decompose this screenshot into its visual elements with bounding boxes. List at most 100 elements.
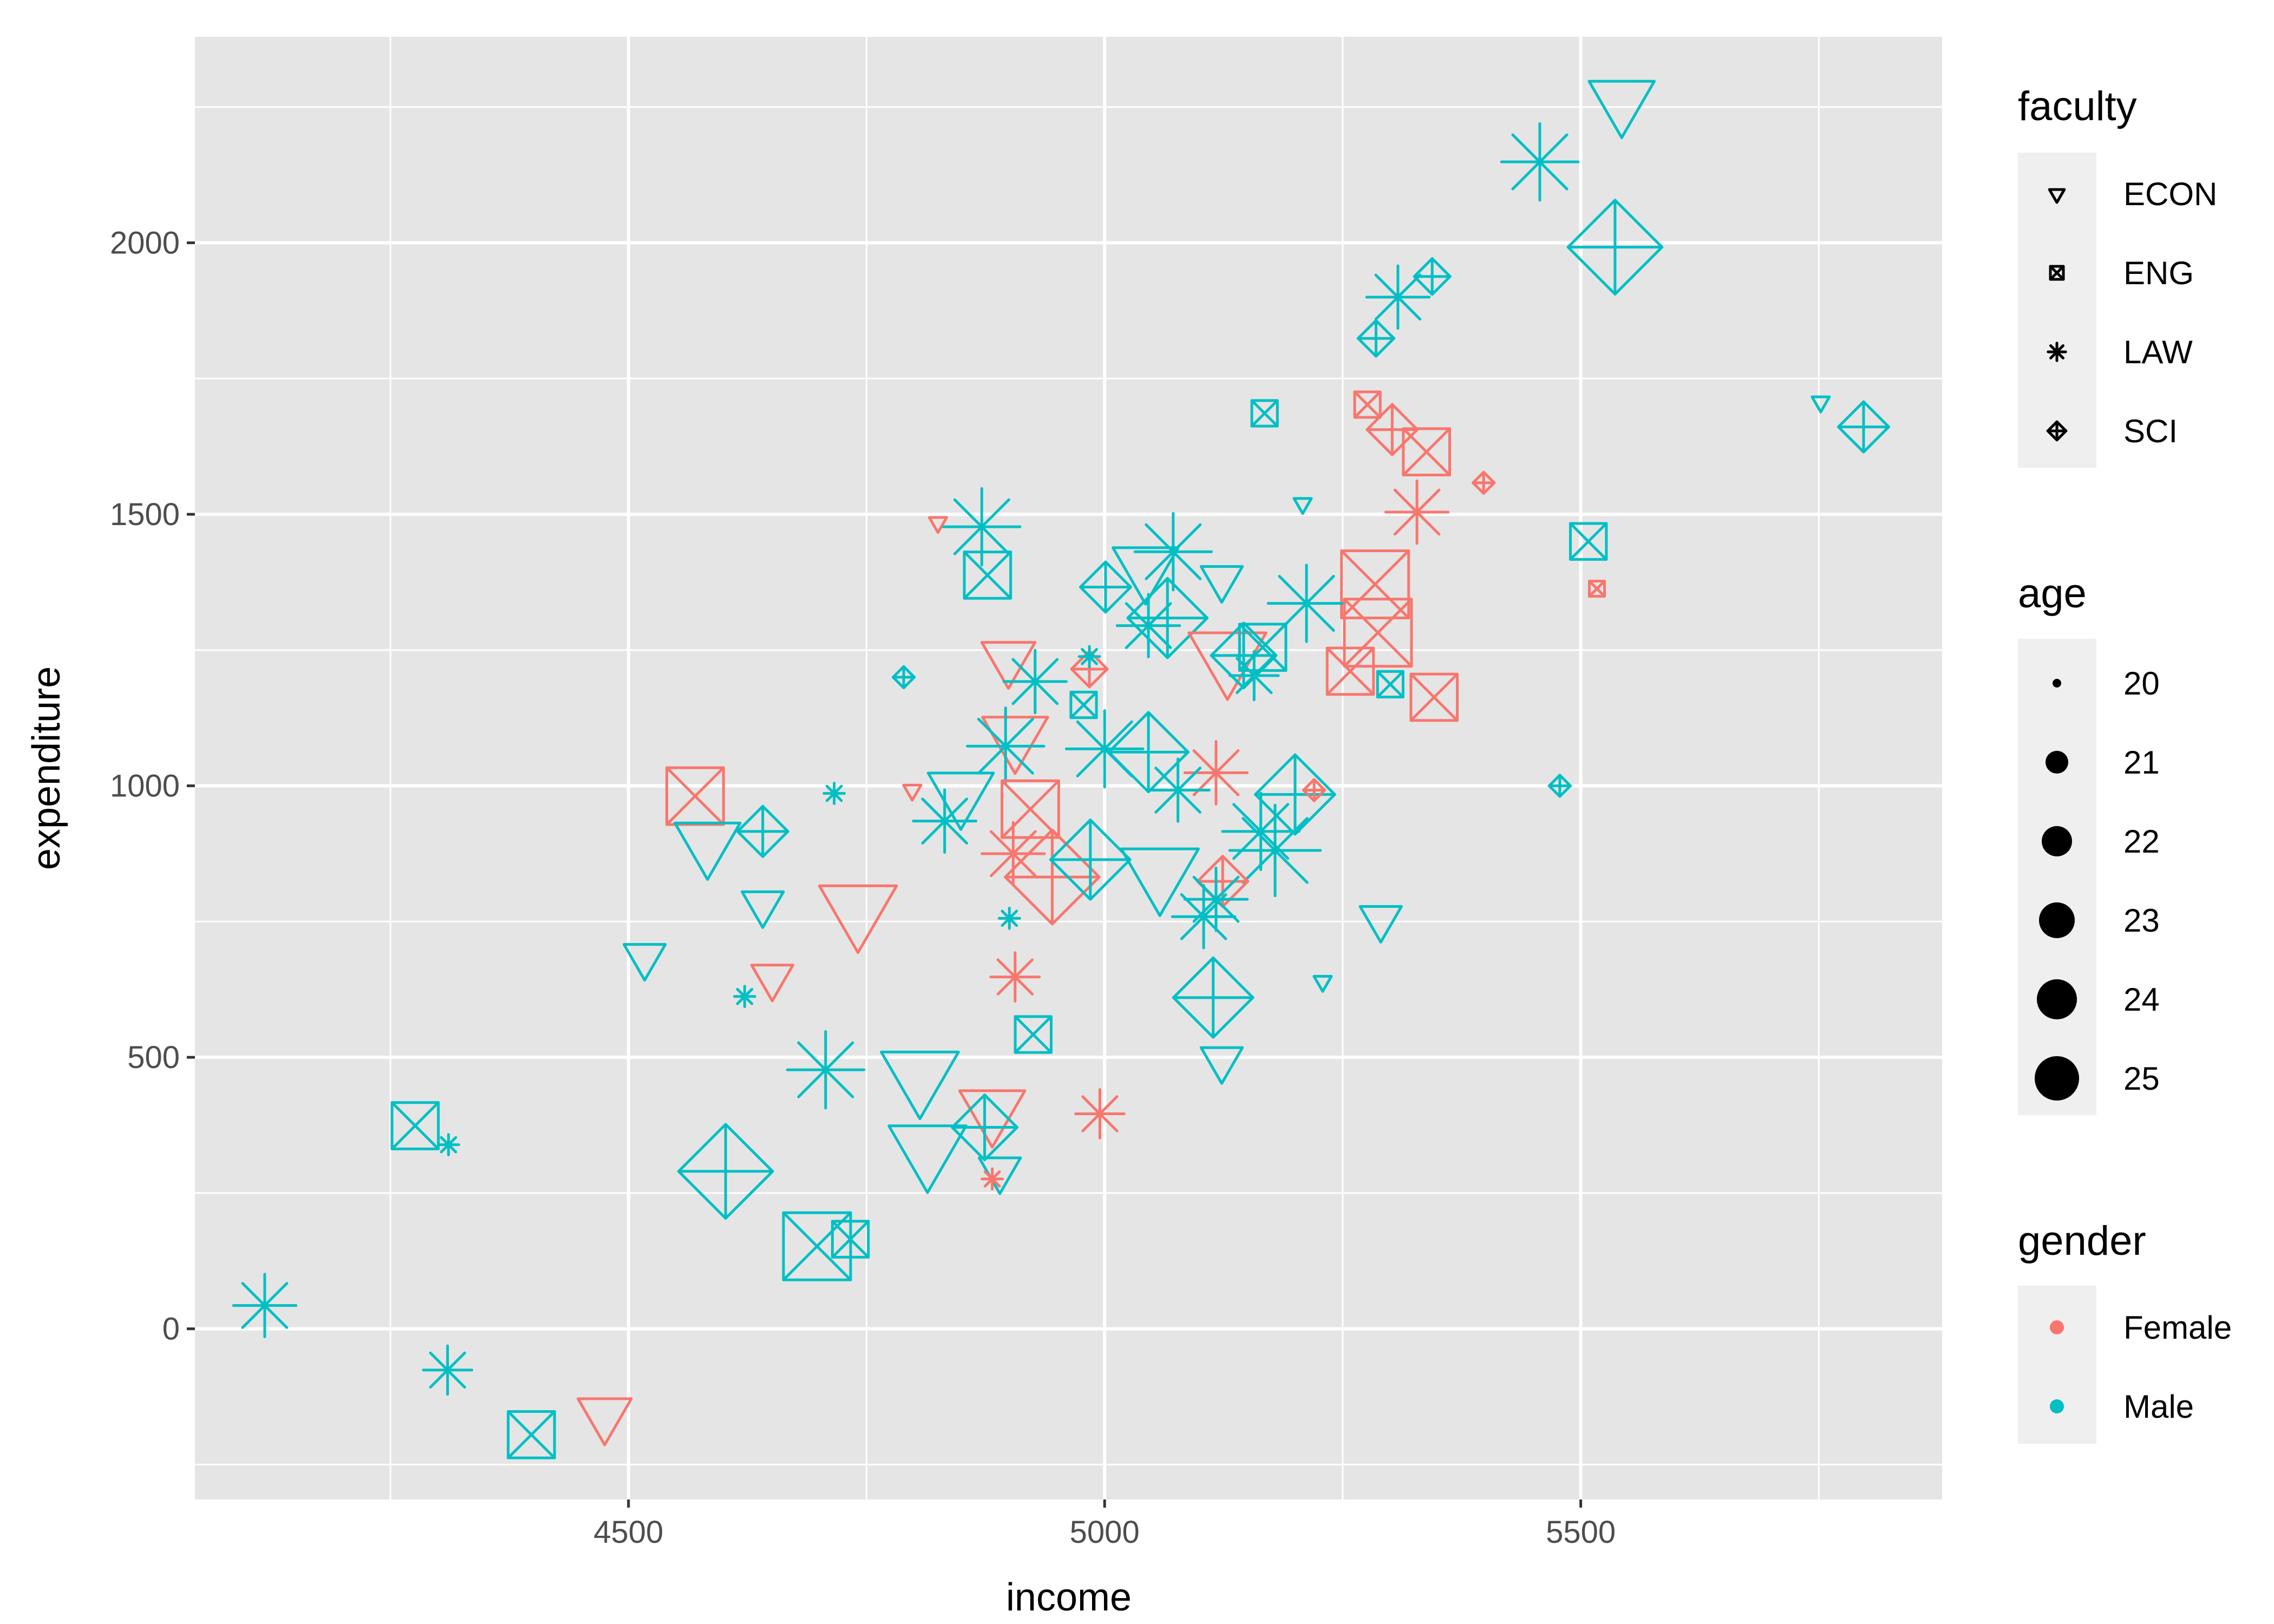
- data-point: [1302, 778, 1327, 802]
- legend: faculty ECON ENG LAW SCI age 20 21 22 23 24 25 gende…: [2018, 83, 2232, 1444]
- data-point: [831, 1220, 870, 1259]
- legend-gender-dot-icon: [2050, 1320, 2064, 1334]
- data-point: [1343, 598, 1413, 668]
- data-point: [822, 782, 846, 806]
- data-point: [1120, 847, 1200, 918]
- data-point: [1077, 645, 1101, 669]
- legend-gender-dot-icon: [2050, 1399, 2064, 1413]
- legend-keys-age: [2018, 639, 2096, 1115]
- legend-label: 24: [2123, 981, 2160, 1018]
- data-point: [1171, 884, 1237, 949]
- data-point: [927, 516, 949, 534]
- data-point: [980, 641, 1037, 690]
- data-point: [1353, 390, 1382, 419]
- data-points: [232, 80, 1890, 1459]
- data-point: [1376, 670, 1404, 699]
- data-point: [1069, 691, 1098, 719]
- legend-title-gender: gender: [2018, 1218, 2146, 1264]
- major-gridlines: [195, 37, 1942, 1499]
- data-point: [989, 951, 1041, 1003]
- data-point: [665, 766, 725, 826]
- data-point: [1325, 646, 1375, 696]
- data-point: [786, 1030, 866, 1110]
- data-point: [981, 821, 1046, 887]
- data-point: [1107, 711, 1190, 794]
- y-tick-label: 1000: [110, 769, 180, 804]
- x-tick-label: 5500: [1546, 1515, 1616, 1550]
- data-point: [1413, 257, 1452, 296]
- data-point: [1365, 264, 1431, 330]
- data-point: [390, 1101, 440, 1150]
- y-tick-label: 0: [162, 1312, 180, 1347]
- legend-keys-faculty: [2018, 153, 2096, 468]
- data-point: [966, 706, 1045, 786]
- data-point: [733, 985, 756, 1009]
- legend-label: 21: [2123, 744, 2160, 781]
- legend-key-sci-icon: [2046, 420, 2068, 442]
- data-point: [887, 1124, 968, 1194]
- legend-label: 23: [2123, 902, 2160, 939]
- data-point: [997, 906, 1021, 930]
- data-point: [1587, 579, 1606, 598]
- y-tick-label: 500: [127, 1040, 180, 1075]
- data-point: [1221, 791, 1301, 872]
- data-point: [1002, 649, 1068, 715]
- data-point: [1229, 650, 1280, 702]
- data-point: [818, 884, 898, 954]
- data-point: [1837, 400, 1890, 454]
- data-point: [577, 1397, 633, 1446]
- data-point: [1250, 399, 1279, 428]
- minor-gridlines: [195, 37, 1942, 1499]
- legend-label: ECON: [2123, 176, 2217, 212]
- y-tick-label: 2000: [110, 226, 180, 261]
- data-point: [422, 1344, 473, 1396]
- data-point: [1358, 905, 1403, 944]
- legend-label: 20: [2123, 665, 2160, 702]
- data-point: [1074, 1088, 1126, 1140]
- data-point: [1402, 427, 1451, 477]
- data-point: [741, 890, 785, 929]
- legend-age-dot-icon: [2042, 826, 2072, 856]
- data-point: [782, 1211, 852, 1281]
- data-point: [674, 821, 742, 881]
- legend-label: Male: [2123, 1389, 2194, 1425]
- data-point: [736, 804, 789, 858]
- x-tick-label: 5000: [1070, 1515, 1140, 1550]
- data-point: [507, 1410, 556, 1459]
- data-point: [1014, 1015, 1053, 1054]
- x-axis: 4500 5000 5500: [593, 1499, 1616, 1550]
- data-point: [1566, 199, 1664, 296]
- data-point: [1547, 774, 1572, 798]
- data-point: [1187, 631, 1267, 701]
- data-point: [1133, 512, 1213, 592]
- legend-label: ENG: [2123, 255, 2194, 291]
- data-point: [1500, 122, 1580, 202]
- data-point: [436, 1133, 460, 1157]
- legend-key-eng-icon: [2049, 265, 2065, 281]
- x-axis-title: income: [1006, 1576, 1132, 1619]
- legend-age-dot-icon: [2046, 751, 2068, 774]
- y-axis: 0 500 1000 1500 2000: [110, 226, 195, 1347]
- data-point: [1409, 672, 1459, 722]
- legend-key-law-icon: [2047, 342, 2067, 362]
- data-point: [1183, 866, 1249, 932]
- legend-age-dot-icon: [2053, 679, 2061, 687]
- legend-keys-gender: [2018, 1286, 2096, 1444]
- data-point: [902, 783, 923, 802]
- legend-title-age: age: [2018, 571, 2087, 617]
- legend-age-dot-icon: [2037, 979, 2077, 1019]
- legend-title-faculty: faculty: [2018, 83, 2137, 129]
- data-point: [1587, 80, 1656, 139]
- data-point: [1112, 546, 1180, 606]
- data-point: [1145, 757, 1211, 823]
- y-axis-title: expenditure: [25, 666, 68, 870]
- data-point: [891, 665, 916, 690]
- data-point: [981, 1167, 1004, 1191]
- data-point: [750, 964, 795, 1003]
- data-point: [1569, 522, 1608, 561]
- data-point: [912, 788, 978, 854]
- plot-panel: [195, 37, 1942, 1499]
- data-point: [951, 1093, 1019, 1161]
- data-point: [880, 1050, 960, 1121]
